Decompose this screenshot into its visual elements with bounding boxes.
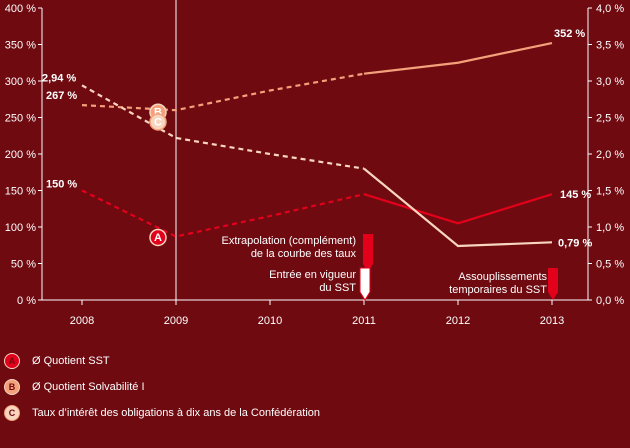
series-b-start-label: 267 % — [46, 90, 77, 102]
x-tick-label: 2008 — [70, 315, 94, 327]
legend-item-c: C Taux d’intérêt des obligations à dix a… — [4, 404, 320, 422]
legend: A Ø Quotient SST B Ø Quotient Solvabilit… — [4, 352, 320, 430]
x-tick-label: 2013 — [540, 315, 564, 327]
legend-marker-c: C — [4, 405, 20, 421]
series-c-solid-line — [363, 167, 553, 248]
legend-item-a: A Ø Quotient SST — [4, 352, 320, 370]
legend-label-a: Ø Quotient SST — [32, 355, 110, 367]
legend-label-b: Ø Quotient Solvabilité I — [32, 381, 145, 393]
legend-label-c: Taux d’intérêt des obligations à dix ans… — [32, 407, 321, 419]
series-c-end-label: 0,79 % — [558, 237, 592, 249]
left-tick-label: 250 % — [5, 113, 36, 125]
legend-item-b: B Ø Quotient Solvabilité I — [4, 378, 320, 396]
right-tick-label: 2,5 % — [596, 113, 624, 125]
right-tick-label: 2,0 % — [596, 149, 624, 161]
left-tick-label: 150 % — [5, 186, 36, 198]
left-tick-label: 200 % — [5, 149, 36, 161]
annotation-3-text-2: temporaires du SST — [449, 284, 547, 296]
series-c-dashed-line — [81, 84, 365, 170]
annotation-2-text-1: Entrée en vigueur — [269, 269, 356, 281]
series-c-start-label: 2,94 % — [42, 72, 76, 84]
annotation-1-arrow — [363, 234, 373, 272]
annotation-2-arrow — [359, 267, 371, 301]
left-tick-label: 300 % — [5, 76, 36, 88]
right-tick-label: 3,5 % — [596, 40, 624, 52]
right-tick-label: 1,5 % — [596, 186, 624, 198]
left-tick-label: 100 % — [5, 222, 36, 234]
x-tick-label: 2009 — [164, 315, 188, 327]
annotation-3-text-1: Assouplissements — [458, 271, 547, 283]
left-tick-label: 50 % — [11, 259, 36, 271]
series-a-start-label: 150 % — [46, 179, 77, 191]
left-tick-label: 400 % — [5, 3, 36, 15]
series-b-marker-letter: B — [154, 107, 162, 119]
series-a-end-label: 145 % — [560, 189, 591, 201]
right-tick-label: 1,0 % — [596, 222, 624, 234]
annotation-3-arrow — [548, 268, 558, 300]
annotation-1-text-2: de la courbe des taux — [251, 248, 357, 260]
series-a-marker-letter: A — [154, 232, 162, 244]
legend-marker-a: A — [4, 353, 20, 369]
series-c-marker — [149, 113, 167, 131]
x-tick-label: 2011 — [352, 315, 376, 327]
series-a-solid-line — [363, 193, 553, 225]
left-tick-label: 0 % — [17, 295, 36, 307]
left-tick-label: 350 % — [5, 40, 36, 52]
series-c-marker-letter: C — [154, 116, 162, 128]
x-tick-label: 2012 — [446, 315, 470, 327]
annotation-2-text-2: du SST — [319, 282, 356, 294]
series-b-solid-line — [363, 41, 553, 75]
right-tick-label: 3,0 % — [596, 76, 624, 88]
annotation-1-text-1: Extrapolation (complément) — [221, 235, 356, 247]
series-b-dashed-line — [81, 72, 365, 112]
right-tick-label: 4,0 % — [596, 3, 624, 15]
right-tick-label: 0,5 % — [596, 259, 624, 271]
series-a-dashed-line — [81, 189, 365, 238]
legend-marker-b: B — [4, 379, 20, 395]
right-tick-label: 0,0 % — [596, 295, 624, 307]
series-a-marker — [149, 228, 167, 247]
x-tick-label: 2010 — [258, 315, 282, 327]
series-b-end-label: 352 % — [554, 28, 585, 40]
